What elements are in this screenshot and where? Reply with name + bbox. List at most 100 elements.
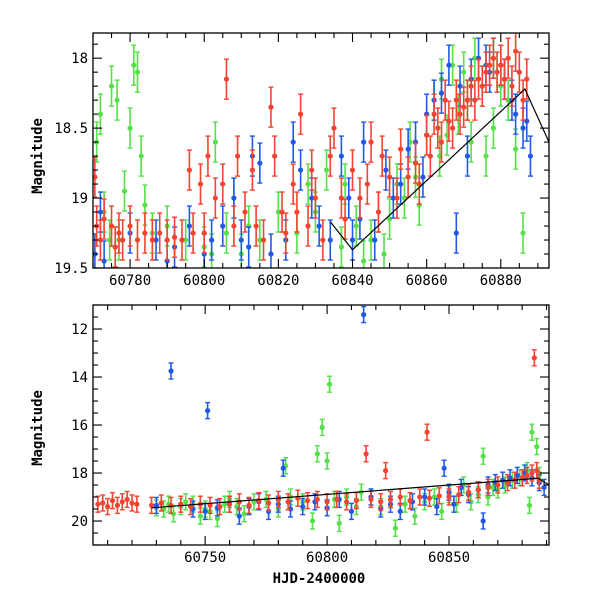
- data-marker: [516, 69, 522, 75]
- data-point: [338, 226, 344, 268]
- data-marker: [283, 230, 289, 236]
- data-marker: [348, 508, 355, 514]
- data-marker: [505, 55, 511, 61]
- data-point: [426, 489, 433, 507]
- data-marker: [446, 118, 452, 124]
- data-point: [220, 205, 226, 247]
- data-point: [495, 476, 501, 494]
- data-marker: [434, 504, 440, 510]
- data-marker: [124, 496, 130, 502]
- data-marker: [179, 237, 185, 243]
- data-marker: [142, 202, 148, 208]
- data-point: [95, 495, 101, 513]
- x-tick-label: 60880: [480, 273, 522, 289]
- data-marker: [412, 513, 418, 519]
- data-point: [295, 489, 301, 507]
- data-marker: [246, 244, 252, 250]
- data-point: [134, 219, 141, 261]
- data-marker: [398, 146, 404, 152]
- data-marker: [324, 458, 330, 464]
- data-marker: [212, 195, 218, 201]
- data-point: [394, 177, 400, 219]
- data-point: [424, 114, 430, 156]
- data-marker: [217, 504, 223, 510]
- data-marker: [312, 195, 319, 201]
- data-marker: [129, 500, 135, 506]
- data-point: [183, 493, 189, 511]
- data-marker: [342, 216, 348, 222]
- data-marker: [372, 237, 378, 243]
- data-point: [534, 437, 540, 456]
- data-point: [129, 494, 135, 512]
- data-point: [158, 494, 164, 512]
- data-marker: [109, 498, 116, 504]
- data-point: [434, 497, 440, 516]
- data-marker: [280, 465, 286, 471]
- data-point: [327, 135, 333, 177]
- data-point: [431, 93, 437, 135]
- top-panel: 60780 60800 60820 60840 60860 60880 18 18.5 19 19…: [54, 32, 550, 289]
- y-tick-label: 18: [71, 51, 88, 67]
- data-point: [116, 212, 122, 254]
- data-marker: [453, 97, 459, 103]
- data-point: [316, 205, 322, 247]
- data-point: [109, 491, 116, 510]
- data-marker: [398, 181, 404, 187]
- data-point: [464, 79, 471, 121]
- data-point: [171, 216, 178, 258]
- data-point: [223, 212, 230, 254]
- data-point: [300, 497, 306, 516]
- data-marker: [446, 62, 452, 68]
- data-marker: [220, 181, 226, 187]
- data-point: [487, 44, 493, 86]
- data-point: [490, 37, 496, 79]
- data-point: [223, 58, 230, 100]
- data-point: [416, 163, 422, 205]
- data-marker: [456, 492, 462, 498]
- data-marker: [507, 475, 513, 481]
- data-point: [305, 205, 311, 247]
- data-point: [157, 212, 163, 254]
- data-point: [527, 135, 534, 177]
- data-marker: [368, 139, 374, 145]
- data-point: [453, 212, 459, 254]
- data-marker: [197, 181, 204, 187]
- data-marker: [120, 237, 126, 243]
- data-point: [490, 107, 496, 149]
- data-marker: [383, 167, 389, 173]
- data-marker: [490, 125, 496, 131]
- data-marker: [490, 484, 496, 490]
- data-marker: [238, 237, 244, 243]
- data-marker: [485, 484, 491, 490]
- x-tick-label: 60860: [406, 273, 448, 289]
- data-marker: [397, 494, 403, 500]
- data-marker: [300, 504, 306, 510]
- y-tick-label: 18.5: [54, 121, 88, 137]
- data-point: [272, 135, 278, 177]
- data-point: [509, 65, 515, 107]
- data-marker: [183, 237, 189, 243]
- data-point: [253, 205, 259, 247]
- data-marker: [381, 251, 387, 257]
- data-point: [383, 149, 389, 191]
- data-point: [407, 491, 413, 510]
- data-marker: [231, 223, 237, 229]
- data-marker: [475, 487, 481, 493]
- data-marker: [500, 477, 506, 483]
- data-marker: [209, 237, 215, 243]
- data-marker: [285, 499, 291, 505]
- data-marker: [279, 209, 285, 215]
- data-marker: [105, 504, 111, 510]
- data-marker: [327, 153, 333, 159]
- y-tick-label: 19.5: [54, 261, 88, 277]
- data-point: [305, 163, 311, 205]
- data-point: [435, 107, 441, 149]
- data-marker: [375, 209, 382, 215]
- data-marker: [534, 444, 540, 450]
- data-marker: [490, 55, 496, 61]
- data-marker: [168, 368, 174, 374]
- data-marker: [383, 468, 389, 474]
- data-point: [439, 502, 445, 521]
- data-marker: [344, 499, 350, 505]
- data-point: [446, 44, 452, 86]
